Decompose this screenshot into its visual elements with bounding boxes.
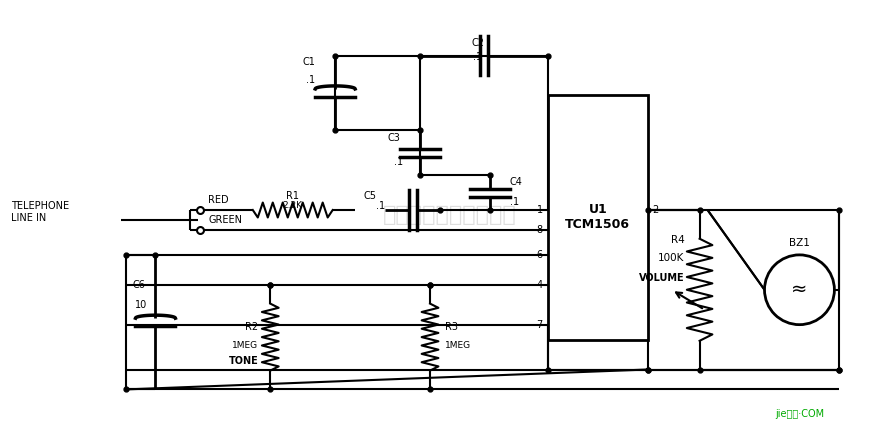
Text: 8: 8 (536, 225, 543, 235)
Text: 7: 7 (536, 320, 543, 330)
Text: R1: R1 (286, 191, 299, 201)
Text: C3: C3 (387, 133, 401, 143)
Text: .1: .1 (394, 157, 403, 167)
Text: R2: R2 (245, 322, 258, 332)
Text: jie线图·COM: jie线图·COM (775, 410, 824, 419)
Text: R3: R3 (445, 322, 458, 332)
Text: VOLUME: VOLUME (639, 273, 685, 283)
Text: 1: 1 (536, 205, 543, 215)
Text: 杭州将睐科技有限公司: 杭州将睐科技有限公司 (384, 205, 517, 225)
Text: 6: 6 (536, 250, 543, 260)
Text: .1: .1 (510, 197, 519, 207)
Text: 4: 4 (536, 280, 543, 290)
Text: BZ1: BZ1 (789, 238, 810, 248)
Text: 10: 10 (135, 300, 148, 310)
Text: .1: .1 (474, 51, 483, 61)
Text: 2.2K: 2.2K (283, 200, 302, 210)
Text: U1
TCM1506: U1 TCM1506 (565, 203, 630, 232)
Text: 1MEG: 1MEG (232, 340, 258, 349)
Text: C4: C4 (510, 177, 523, 187)
Text: 2: 2 (653, 205, 659, 215)
Text: C6: C6 (132, 280, 146, 290)
Text: C5: C5 (364, 191, 376, 201)
Text: C1: C1 (302, 57, 316, 67)
Text: R4: R4 (670, 235, 685, 245)
Text: .1: .1 (375, 201, 384, 211)
Text: GREEN: GREEN (208, 215, 242, 225)
Text: 100K: 100K (658, 253, 685, 263)
Text: TONE: TONE (229, 356, 258, 366)
Text: TELEPHONE
LINE IN: TELEPHONE LINE IN (11, 201, 69, 223)
Text: .1: .1 (306, 76, 316, 86)
Text: ≈: ≈ (791, 280, 807, 299)
Text: 1MEG: 1MEG (445, 340, 471, 349)
Text: RED: RED (208, 195, 229, 205)
Bar (548, 95, 647, 340)
Text: C2: C2 (471, 38, 485, 48)
